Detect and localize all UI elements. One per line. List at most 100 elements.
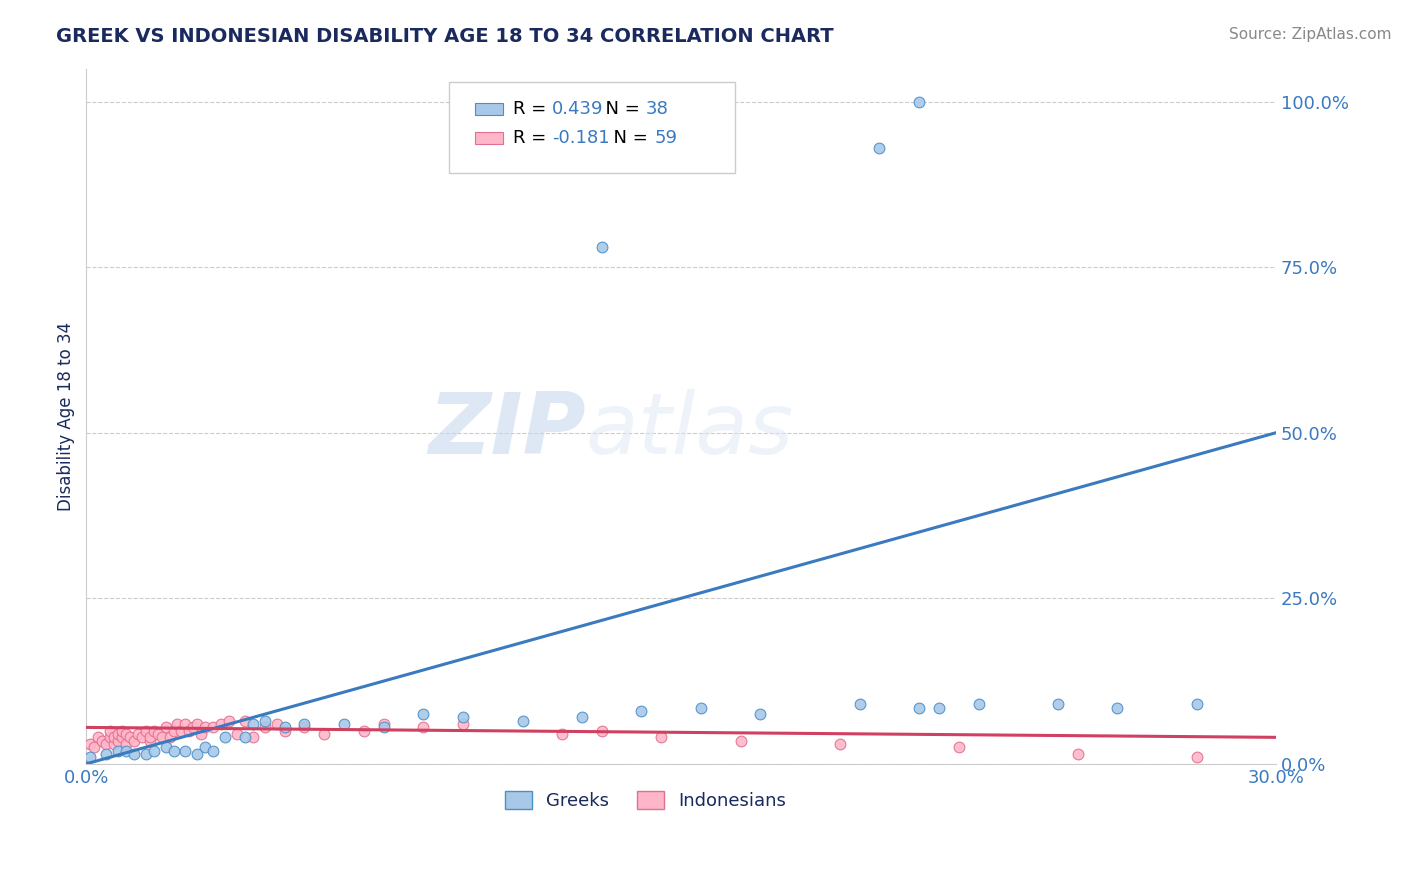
Point	[233, 714, 256, 728]
Point	[202, 720, 225, 734]
Point	[174, 743, 197, 757]
Legend: Greeks, Indonesians: Greeks, Indonesians	[491, 776, 800, 824]
Point	[1107, 700, 1129, 714]
Point	[98, 731, 121, 745]
Point	[135, 723, 157, 738]
Point	[155, 740, 177, 755]
Point	[127, 727, 149, 741]
Point	[179, 723, 201, 738]
Point	[591, 240, 613, 254]
Point	[118, 731, 141, 745]
Point	[730, 733, 752, 747]
Point	[630, 704, 652, 718]
Point	[194, 740, 217, 755]
Point	[591, 723, 613, 738]
Text: 59: 59	[654, 129, 678, 147]
Point	[139, 733, 162, 747]
Point	[83, 740, 105, 755]
Point	[170, 723, 193, 738]
Text: 0.439: 0.439	[553, 100, 603, 118]
Point	[451, 717, 474, 731]
Point	[186, 747, 208, 761]
Point	[87, 731, 110, 745]
Point	[122, 747, 145, 761]
Text: N =: N =	[593, 100, 645, 118]
Point	[202, 743, 225, 757]
Point	[242, 731, 264, 745]
Point	[166, 717, 188, 731]
Point	[690, 700, 713, 714]
Point	[1185, 697, 1208, 711]
Point	[373, 717, 395, 731]
Point	[848, 697, 870, 711]
Text: Source: ZipAtlas.com: Source: ZipAtlas.com	[1229, 27, 1392, 42]
Point	[115, 727, 138, 741]
Point	[292, 717, 315, 731]
Point	[314, 727, 336, 741]
Point	[107, 727, 129, 741]
Point	[214, 731, 236, 745]
Point	[353, 723, 375, 738]
Point	[79, 750, 101, 764]
Point	[183, 720, 205, 734]
Point	[412, 720, 434, 734]
Text: R =: R =	[513, 100, 551, 118]
Point	[451, 710, 474, 724]
Point	[928, 700, 950, 714]
Text: 38: 38	[645, 100, 669, 118]
Point	[266, 717, 288, 731]
Point	[908, 700, 931, 714]
Point	[412, 707, 434, 722]
Point	[79, 737, 101, 751]
Point	[135, 747, 157, 761]
Point	[749, 707, 772, 722]
Point	[828, 737, 851, 751]
Point	[186, 717, 208, 731]
Point	[226, 727, 249, 741]
Point	[107, 743, 129, 757]
Point	[209, 717, 232, 731]
Point	[1046, 697, 1069, 711]
Point	[115, 737, 138, 751]
Point	[948, 740, 970, 755]
Point	[146, 727, 169, 741]
Text: N =: N =	[602, 129, 654, 147]
Point	[103, 731, 125, 745]
Point	[122, 733, 145, 747]
Point	[111, 731, 134, 745]
Point	[142, 723, 165, 738]
Point	[194, 720, 217, 734]
Point	[253, 720, 276, 734]
Point	[159, 731, 181, 745]
Point	[1185, 750, 1208, 764]
Point	[233, 731, 256, 745]
Point	[131, 731, 153, 745]
Text: ZIP: ZIP	[429, 389, 586, 472]
Point	[174, 717, 197, 731]
Point	[908, 95, 931, 109]
Point	[111, 723, 134, 738]
Point	[333, 717, 356, 731]
Point	[155, 720, 177, 734]
Point	[551, 727, 574, 741]
Point	[292, 720, 315, 734]
Point	[107, 733, 129, 747]
Point	[98, 723, 121, 738]
Point	[91, 733, 114, 747]
FancyBboxPatch shape	[449, 82, 735, 173]
Point	[373, 720, 395, 734]
Y-axis label: Disability Age 18 to 34: Disability Age 18 to 34	[58, 322, 75, 511]
Point	[139, 731, 162, 745]
Point	[115, 743, 138, 757]
Point	[150, 731, 173, 745]
Point	[273, 723, 295, 738]
Point	[1066, 747, 1088, 761]
Point	[242, 717, 264, 731]
Point	[512, 714, 534, 728]
Point	[253, 714, 276, 728]
Point	[967, 697, 990, 711]
Point	[94, 737, 117, 751]
Text: R =: R =	[513, 129, 551, 147]
Point	[103, 737, 125, 751]
Point	[650, 731, 672, 745]
